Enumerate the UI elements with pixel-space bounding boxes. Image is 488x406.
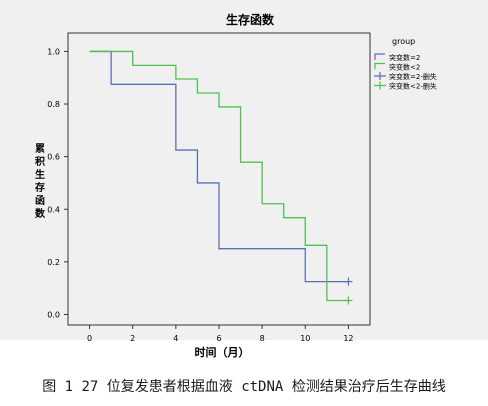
series-line-1	[89, 50, 349, 302]
x-tick-label: 6	[216, 334, 221, 343]
legend-swatch-line	[374, 53, 385, 60]
x-tick-label: 4	[173, 334, 178, 343]
y-axis-label-char: 积	[35, 155, 45, 168]
y-tick-label: 0.6	[47, 153, 60, 162]
y-axis-label-char: 存	[35, 181, 45, 194]
legend-label: 突变数<2	[389, 63, 420, 72]
y-tick-label: 1.0	[47, 47, 60, 56]
y-axis-label-char: 生	[35, 168, 45, 181]
censor-mark	[344, 277, 353, 286]
x-tick-label: 0	[87, 334, 92, 343]
legend-label: 突变数=2	[389, 53, 420, 62]
chart-title: 生存函数	[226, 12, 275, 27]
y-axis-label-char: 累	[35, 143, 45, 155]
x-axis-label: 时间（月）	[195, 345, 250, 359]
y-tick-label: 0.0	[47, 310, 60, 319]
figure-caption: 图 1 27 位复发患者根据血液 ctDNA 检测结果治疗后生存曲线	[42, 379, 446, 395]
survival-curves	[89, 50, 353, 305]
y-axis-label-char: 函	[35, 195, 45, 207]
legend-swatch-plus	[374, 81, 386, 90]
x-tick-label: 10	[300, 334, 310, 343]
x-tick-label: 2	[130, 334, 135, 343]
axes: 0 2 4 6 8 10 12 0.0 0.2 0.4 0.6 0.8 1.0	[47, 47, 353, 343]
y-tick-label: 0.2	[47, 258, 60, 267]
legend-swatch-line	[374, 62, 385, 70]
legend-swatch-plus	[374, 72, 386, 80]
y-axis-label-char: 数	[35, 207, 46, 220]
series-line-0	[89, 50, 349, 283]
legend-label: 突变数<2-删失	[389, 82, 437, 91]
legend-title: group	[392, 37, 415, 46]
plot-area	[67, 32, 371, 326]
y-tick-label: 0.8	[47, 100, 60, 109]
x-tick-label: 12	[343, 334, 353, 343]
legend-label: 突变数=2-删失	[389, 72, 437, 81]
x-tick-label: 8	[260, 334, 265, 343]
y-tick-label: 0.4	[47, 205, 60, 214]
censor-mark	[344, 296, 353, 305]
